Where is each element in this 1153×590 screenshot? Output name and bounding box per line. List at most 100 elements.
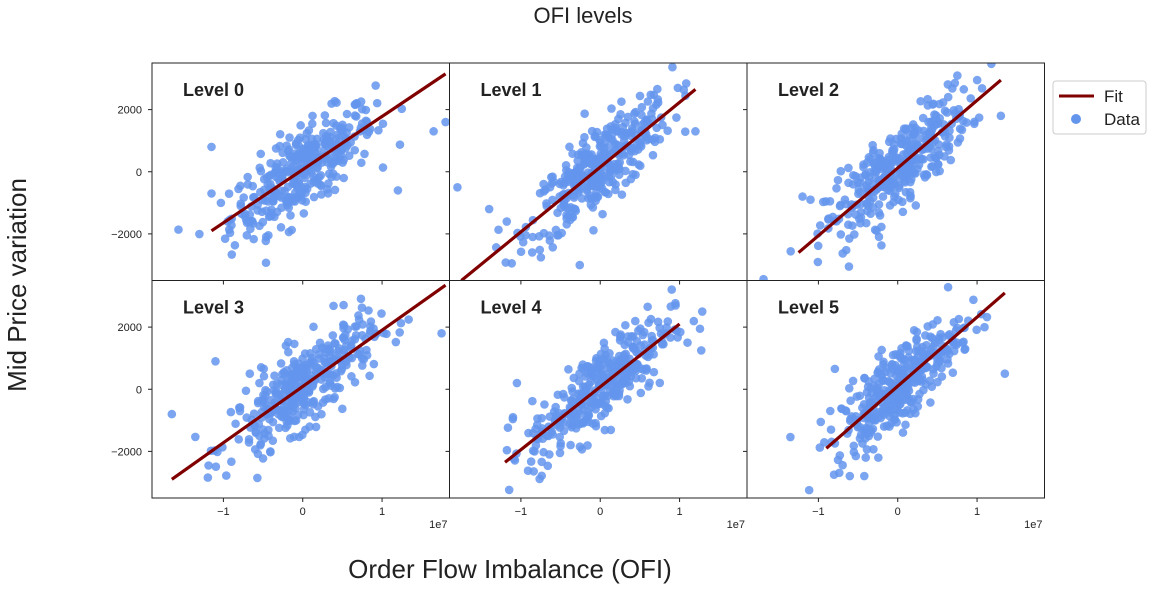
x-tick-label: −1 bbox=[217, 506, 230, 518]
data-point bbox=[635, 137, 644, 147]
fit-line bbox=[170, 283, 447, 481]
data-point bbox=[619, 350, 629, 360]
data-point bbox=[849, 447, 859, 457]
data-point bbox=[397, 104, 407, 114]
data-point bbox=[695, 324, 705, 334]
data-point bbox=[521, 230, 530, 240]
data-point bbox=[952, 340, 961, 350]
data-point bbox=[286, 211, 295, 220]
panel-label: Level 4 bbox=[481, 298, 542, 318]
data-point bbox=[955, 134, 965, 143]
data-point bbox=[191, 432, 200, 442]
data-point bbox=[391, 337, 401, 347]
data-point bbox=[621, 178, 631, 188]
data-point bbox=[617, 97, 626, 106]
data-point bbox=[640, 340, 649, 349]
data-point bbox=[948, 368, 958, 377]
data-point bbox=[813, 257, 823, 267]
data-point bbox=[236, 199, 246, 208]
data-point bbox=[274, 423, 284, 433]
data-point bbox=[843, 220, 853, 230]
data-point bbox=[942, 108, 952, 117]
data-point bbox=[545, 236, 555, 245]
data-point bbox=[261, 258, 271, 268]
data-point bbox=[253, 398, 263, 408]
data-point bbox=[276, 223, 286, 232]
data-point bbox=[645, 378, 654, 388]
data-point bbox=[883, 185, 892, 195]
data-point bbox=[271, 172, 281, 182]
data-point bbox=[242, 231, 252, 240]
data-point bbox=[248, 181, 258, 191]
data-point bbox=[874, 453, 883, 462]
data-point bbox=[350, 100, 360, 109]
data-point bbox=[959, 85, 969, 94]
data-point bbox=[290, 404, 300, 413]
data-point bbox=[564, 365, 573, 374]
data-point bbox=[643, 352, 653, 362]
data-point bbox=[395, 140, 405, 149]
panel-label: Level 1 bbox=[481, 80, 542, 100]
data-point bbox=[545, 412, 555, 421]
data-point bbox=[830, 364, 840, 374]
data-point bbox=[904, 144, 913, 153]
data-point bbox=[835, 451, 845, 460]
data-point bbox=[642, 364, 651, 373]
data-point bbox=[879, 403, 888, 412]
data-point bbox=[282, 402, 291, 412]
data-point bbox=[587, 368, 596, 378]
data-point bbox=[259, 371, 269, 381]
data-point bbox=[792, 285, 801, 294]
data-point bbox=[913, 376, 923, 386]
data-point bbox=[898, 428, 908, 437]
data-point bbox=[211, 356, 220, 366]
data-point bbox=[319, 353, 329, 363]
data-point bbox=[339, 173, 349, 183]
data-point bbox=[891, 189, 900, 198]
data-point bbox=[529, 467, 539, 476]
data-point bbox=[299, 209, 309, 218]
data-point bbox=[548, 172, 557, 181]
data-point bbox=[860, 373, 869, 383]
data-point bbox=[653, 317, 663, 327]
data-point bbox=[844, 384, 854, 393]
data-point bbox=[861, 218, 871, 228]
data-point bbox=[954, 104, 963, 114]
data-point bbox=[851, 171, 860, 181]
data-point bbox=[907, 397, 916, 407]
data-point bbox=[353, 349, 363, 359]
data-point bbox=[548, 195, 557, 205]
data-point bbox=[371, 81, 380, 90]
data-point bbox=[876, 155, 886, 165]
data-point bbox=[255, 378, 264, 388]
data-point bbox=[581, 150, 590, 160]
data-point bbox=[204, 461, 213, 470]
data-point bbox=[927, 333, 937, 343]
data-point bbox=[845, 416, 855, 426]
data-point bbox=[786, 246, 795, 256]
data-point bbox=[653, 95, 663, 104]
data-point bbox=[337, 364, 347, 374]
data-point bbox=[275, 406, 285, 416]
data-point bbox=[630, 109, 639, 118]
data-point bbox=[637, 110, 646, 120]
data-point bbox=[663, 317, 673, 326]
data-point bbox=[364, 127, 374, 137]
data-point bbox=[234, 403, 244, 412]
data-point bbox=[539, 447, 548, 457]
data-point bbox=[630, 117, 639, 126]
data-point bbox=[526, 457, 536, 466]
x-tick-label: 0 bbox=[895, 506, 901, 518]
data-point bbox=[623, 394, 632, 404]
data-point bbox=[890, 155, 900, 164]
data-point bbox=[911, 201, 921, 210]
data-point bbox=[286, 159, 296, 168]
data-point bbox=[844, 163, 853, 173]
data-point bbox=[634, 326, 643, 335]
data-point bbox=[954, 314, 964, 324]
data-point bbox=[328, 331, 338, 340]
panel-label: Level 2 bbox=[778, 80, 839, 100]
data-point bbox=[609, 378, 619, 388]
data-point bbox=[844, 262, 854, 271]
